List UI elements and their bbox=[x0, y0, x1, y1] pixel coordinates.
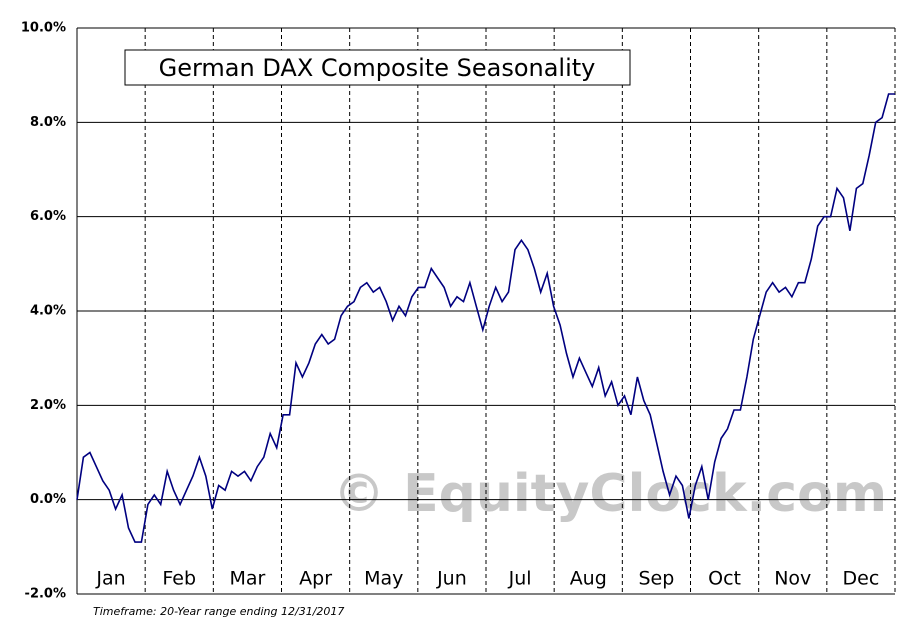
x-tick-label: Aug bbox=[570, 568, 607, 590]
x-tick-label: Sep bbox=[639, 568, 675, 590]
x-tick-label: May bbox=[364, 568, 403, 590]
x-tick-label: Nov bbox=[774, 568, 811, 590]
footnote: Timeframe: 20-Year range ending 12/31/20… bbox=[93, 605, 344, 618]
watermark: © EquityClock.com bbox=[333, 464, 887, 524]
title-box bbox=[124, 49, 631, 86]
x-tick-label: Jan bbox=[95, 568, 125, 590]
y-tick-label: 6.0% bbox=[30, 209, 66, 224]
data-line bbox=[76, 93, 895, 543]
x-tick-label: Oct bbox=[708, 568, 741, 590]
x-tick-label: Jul bbox=[508, 568, 532, 590]
x-tick-label: Apr bbox=[299, 568, 332, 590]
y-tick-label: 4.0% bbox=[30, 304, 66, 319]
chart-title: German DAX Composite Seasonality bbox=[159, 54, 596, 82]
y-tick-label: 8.0% bbox=[30, 115, 66, 130]
y-tick-label: -2.0% bbox=[25, 587, 66, 602]
x-tick-label: Mar bbox=[229, 568, 265, 590]
x-tick-label: Feb bbox=[162, 568, 196, 590]
x-tick-label: Jun bbox=[436, 568, 467, 590]
y-tick-label: 10.0% bbox=[21, 21, 66, 36]
y-tick-label: 0.0% bbox=[30, 492, 66, 507]
y-tick-label: 2.0% bbox=[30, 398, 66, 413]
x-tick-label: Dec bbox=[843, 568, 880, 590]
